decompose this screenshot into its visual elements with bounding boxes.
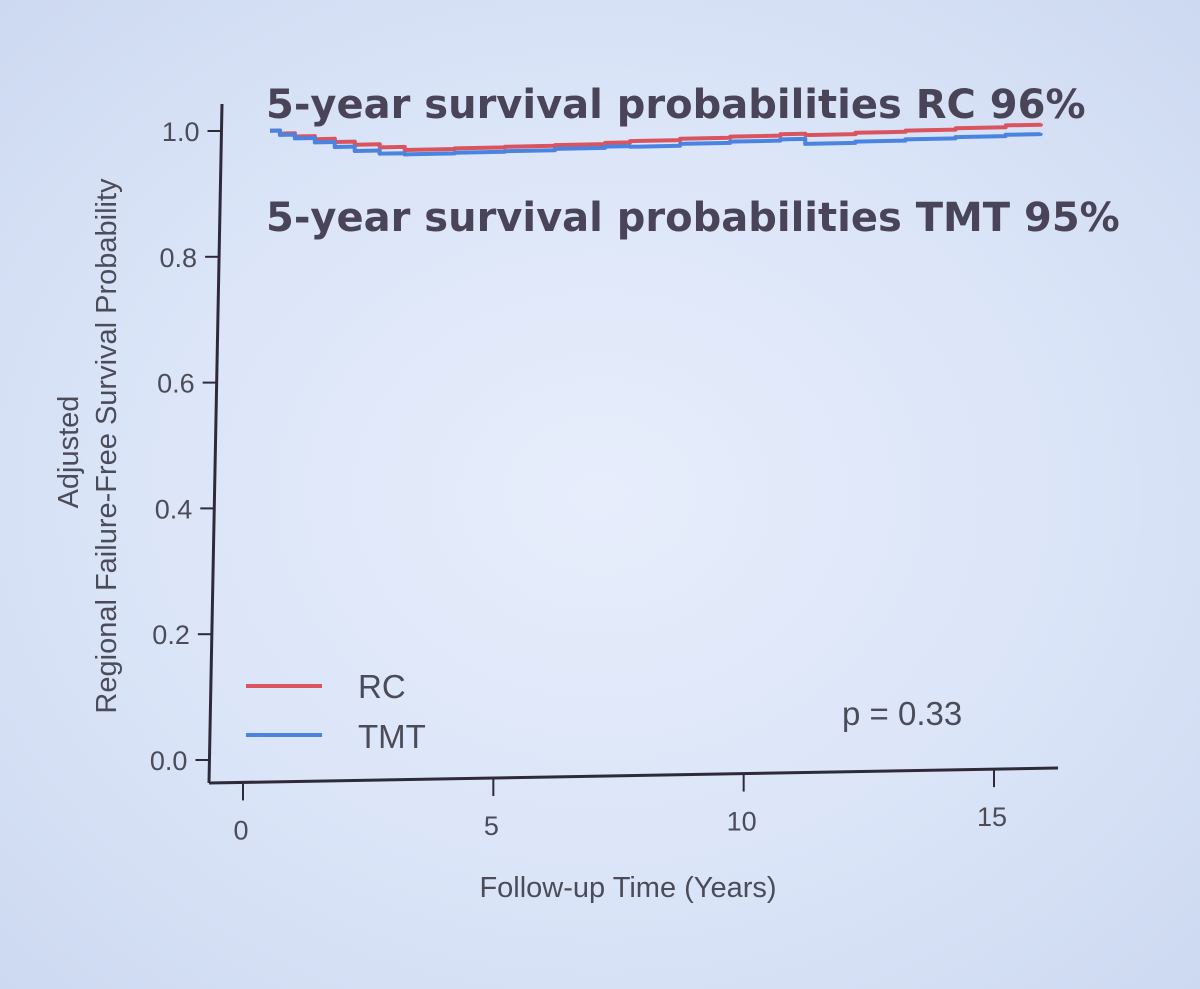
x-ticks: 0 5 10 15 bbox=[233, 769, 1007, 845]
y-tick-label: 0.0 bbox=[150, 746, 188, 776]
headline-tmt: 5-year survival probabilities TMT 95% bbox=[266, 195, 1120, 241]
x-axis-title: Follow-up Time (Years) bbox=[479, 872, 776, 904]
y-tick-label: 0.4 bbox=[155, 494, 193, 524]
y-tick-label: 0.6 bbox=[157, 369, 195, 399]
legend: RC TMT bbox=[246, 668, 426, 755]
legend-label-rc: RC bbox=[358, 668, 406, 705]
series-line-tmt bbox=[269, 128, 1043, 157]
x-tick-label: 5 bbox=[484, 811, 499, 841]
y-tick-label: 0.2 bbox=[152, 620, 190, 650]
x-tick-label: 10 bbox=[727, 807, 757, 837]
y-tick-label: 1.0 bbox=[162, 117, 200, 147]
p-value: p = 0.33 bbox=[842, 695, 962, 732]
y-axis-title-line2: Regional Failure-Free Survival Probabili… bbox=[91, 178, 123, 714]
y-ticks: 0.0 0.2 0.4 0.6 0.8 1.0 bbox=[150, 117, 222, 776]
x-tick-label: 15 bbox=[977, 802, 1007, 832]
axes: 0.0 0.2 0.4 0.6 0.8 1.0 0 5 10 15 bbox=[150, 103, 1059, 845]
y-axis-line bbox=[207, 103, 224, 784]
x-axis-line bbox=[208, 766, 1059, 785]
series-layer bbox=[269, 122, 1043, 157]
headline-rc: 5-year survival probabilities RC 96% bbox=[266, 82, 1086, 128]
x-tick-label: 0 bbox=[233, 815, 248, 845]
y-tick-label: 0.8 bbox=[160, 243, 198, 273]
legend-label-tmt: TMT bbox=[358, 718, 426, 755]
y-axis-title-line1: Adjusted bbox=[53, 396, 85, 509]
series-line-rc bbox=[269, 122, 1043, 152]
